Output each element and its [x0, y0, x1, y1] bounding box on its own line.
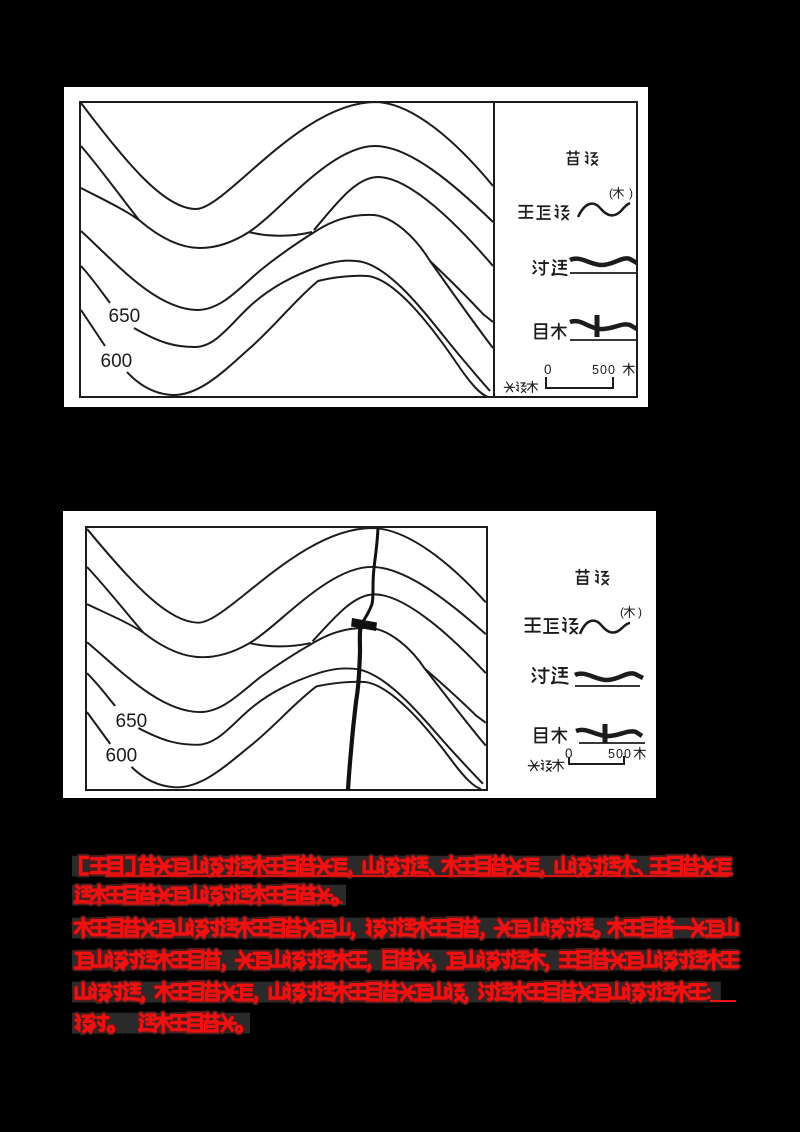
svg-text:650: 650: [109, 306, 141, 327]
svg-text:500: 500: [592, 363, 615, 377]
svg-text:): ): [629, 186, 633, 200]
svg-text:(: (: [620, 605, 624, 619]
svg-text:(: (: [609, 186, 613, 200]
svg-text:500: 500: [608, 747, 631, 761]
svg-text:0: 0: [544, 362, 552, 377]
svg-text:): ): [638, 605, 642, 619]
svg-text:600: 600: [101, 351, 133, 372]
svg-text:600: 600: [106, 746, 138, 767]
svg-text:0: 0: [565, 746, 573, 761]
svg-text:650: 650: [116, 711, 148, 732]
